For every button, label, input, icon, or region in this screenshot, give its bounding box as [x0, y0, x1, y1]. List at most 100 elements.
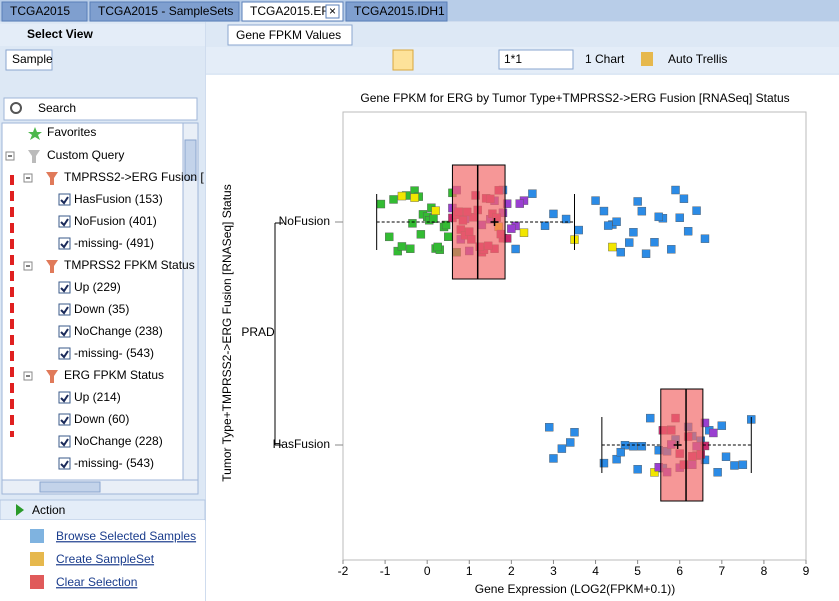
tab[interactable] [89, 1, 240, 22]
point [713, 468, 722, 477]
x-tick-label: 3 [550, 564, 557, 578]
filter-item[interactable]: -missing- (543) [74, 346, 154, 360]
tab[interactable] [345, 1, 448, 22]
layout-value[interactable]: 1*1 [504, 52, 522, 66]
point [700, 234, 710, 243]
filter-item[interactable]: -missing- (491) [74, 236, 154, 250]
select-view[interactable]: Select View [27, 27, 93, 41]
filter-label[interactable]: ERG FPKM Status [64, 368, 164, 382]
tree-item[interactable]: Favorites [47, 125, 96, 139]
point [683, 227, 693, 236]
check [60, 240, 69, 249]
view-tab-label[interactable]: Gene FPKM Values [236, 28, 341, 42]
tab-label[interactable]: TCGA2015 - SampleSets [98, 4, 233, 18]
point [566, 438, 575, 447]
checkbox[interactable] [58, 193, 71, 206]
filter-item[interactable]: Down (35) [74, 302, 129, 316]
point [654, 212, 663, 222]
filter-label[interactable]: TMPRSS2->ERG Fusion [ [64, 170, 204, 184]
tab[interactable] [241, 1, 344, 22]
point [612, 454, 621, 464]
point [608, 242, 617, 252]
check [60, 416, 69, 425]
filter-item[interactable]: -missing- (543) [74, 456, 154, 470]
sample-tab[interactable] [5, 49, 53, 71]
auto-trellis[interactable]: Auto Trellis [668, 52, 727, 66]
check [60, 438, 69, 447]
point [410, 193, 419, 202]
tab[interactable] [1, 1, 88, 22]
action-link[interactable]: Browse Selected Samples [56, 529, 196, 543]
category-label: HasFusion [273, 437, 330, 451]
icon [30, 552, 44, 566]
action-link[interactable]: Create SampleSet [56, 552, 155, 566]
x-tick-label: 9 [803, 564, 810, 578]
point [574, 225, 583, 235]
h-scroll-thumb[interactable] [39, 481, 101, 493]
filter-item[interactable]: NoFusion (401) [74, 214, 157, 228]
check [60, 218, 69, 227]
point [549, 454, 558, 463]
x-tick-label: -1 [380, 564, 391, 578]
checkbox[interactable] [58, 391, 71, 404]
point [385, 232, 394, 242]
pointer-button[interactable] [392, 49, 414, 71]
mean [490, 218, 499, 226]
check [60, 460, 69, 469]
icon [30, 575, 44, 589]
search-placeholder[interactable]: Search [38, 101, 76, 115]
point [444, 232, 453, 241]
action-link[interactable]: Clear Selection [56, 575, 137, 589]
star [28, 127, 42, 140]
x-tick-label: 1 [466, 564, 473, 578]
checkbox[interactable] [58, 435, 71, 448]
mean [673, 441, 682, 449]
filter-item[interactable]: Up (229) [74, 280, 121, 294]
filter-item[interactable]: NoChange (238) [74, 324, 163, 338]
point [431, 206, 440, 215]
filter-item[interactable]: HasFusion (153) [74, 192, 163, 206]
tab-close-x[interactable]: × [329, 4, 336, 18]
scroll-thumb[interactable] [184, 139, 197, 181]
chart-count[interactable]: 1 Chart [585, 52, 625, 66]
sample-tab-label[interactable]: Sample [12, 52, 53, 66]
layout-combo[interactable] [498, 49, 574, 70]
filter-item[interactable]: Down (60) [74, 412, 129, 426]
point [511, 244, 520, 254]
tab-label[interactable]: TCGA2015.ERG [250, 4, 339, 18]
point [441, 220, 451, 230]
point [633, 197, 642, 206]
select-view-bar [0, 24, 205, 46]
tab-label[interactable]: TCGA2015.IDH1 [354, 4, 445, 18]
filter-label[interactable]: TMPRSS2 FPKM Status [64, 258, 195, 272]
checkbox[interactable] [58, 413, 71, 426]
point [519, 228, 529, 237]
x-tick-label: 8 [761, 564, 768, 578]
view-tab[interactable] [227, 24, 353, 46]
checkbox[interactable] [58, 347, 71, 360]
point [679, 194, 689, 203]
filter-item[interactable]: Up (214) [74, 390, 121, 404]
filter-item[interactable]: NoChange (228) [74, 434, 163, 448]
checkbox[interactable] [58, 281, 71, 294]
checkbox[interactable] [58, 325, 71, 338]
x-tick-label: 5 [634, 564, 641, 578]
tree-item[interactable]: Custom Query [47, 148, 124, 162]
point [570, 428, 579, 437]
point [433, 242, 442, 252]
point [612, 217, 621, 226]
point [507, 224, 516, 233]
tab-label[interactable]: TCGA2015 [10, 4, 70, 18]
tab-close[interactable] [325, 4, 340, 19]
x-tick-label: 0 [424, 564, 431, 578]
point [408, 219, 417, 228]
checkbox[interactable] [58, 303, 71, 316]
point [599, 206, 609, 216]
checkbox[interactable] [58, 457, 71, 470]
checkbox[interactable] [58, 237, 71, 250]
point [629, 442, 638, 451]
checkbox[interactable] [58, 215, 71, 228]
x-tick-label: -2 [338, 564, 349, 578]
point [549, 209, 558, 219]
search-box[interactable] [3, 97, 198, 121]
